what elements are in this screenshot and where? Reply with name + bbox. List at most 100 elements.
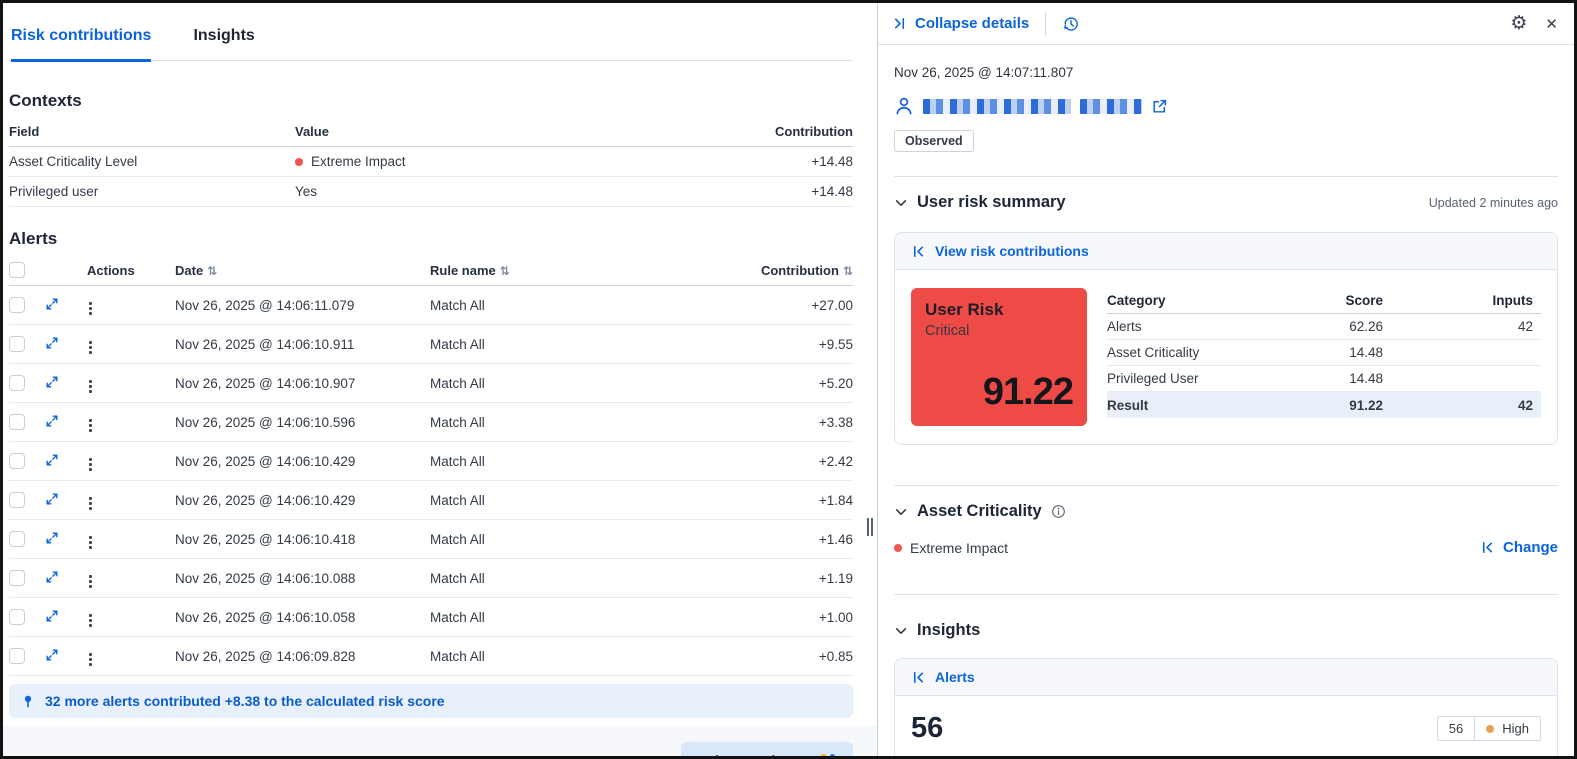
criticality-dot-icon — [295, 158, 303, 167]
divider — [894, 594, 1558, 595]
insights-alerts-link[interactable]: Alerts — [895, 659, 1557, 696]
gear-icon[interactable]: ⚙ — [1510, 13, 1528, 34]
collapse-details-button[interactable]: Collapse details — [892, 15, 1029, 32]
severity-level: High — [1474, 717, 1540, 740]
expand-alert-icon[interactable] — [45, 297, 59, 311]
row-checkbox[interactable] — [9, 492, 25, 508]
result-row: Result 91.22 42 — [1107, 392, 1541, 418]
chevron-down-icon[interactable] — [894, 505, 908, 519]
redacted-user-name — [1080, 98, 1142, 114]
alert-rule-name: Match All — [430, 324, 723, 364]
ai-assistant-logo-icon — [819, 754, 837, 756]
alerts-col-rule-name[interactable]: Rule name ⇅ — [430, 255, 723, 286]
alert-contribution: +1.19 — [723, 558, 853, 598]
chevron-down-icon[interactable] — [894, 196, 908, 210]
row-checkbox[interactable] — [9, 648, 25, 664]
alert-row: Nov 26, 2025 @ 14:06:10.058 Match All +1… — [9, 597, 853, 637]
contexts-title: Contexts — [9, 91, 82, 110]
row-actions-menu-icon[interactable] — [87, 300, 94, 317]
alert-rule-name: Match All — [430, 441, 723, 481]
contexts-col-value: Value — [295, 117, 723, 147]
table-row: Privileged user Yes +14.48 — [9, 176, 853, 207]
row-checkbox[interactable] — [9, 453, 25, 469]
asset-criticality-value-row: Extreme Impact Change — [894, 539, 1558, 556]
alert-date: Nov 26, 2025 @ 14:06:10.907 — [175, 363, 430, 403]
severity-count: 56 — [1448, 721, 1464, 736]
risk-contributions-panel: Risk contributions Insights Contexts Fie… — [3, 3, 877, 756]
alerts-col-contribution[interactable]: Contribution ⇅ — [723, 255, 853, 286]
row-actions-menu-icon[interactable] — [87, 339, 94, 356]
change-criticality-button[interactable]: Change — [1480, 539, 1558, 556]
row-actions-menu-icon[interactable] — [87, 534, 94, 551]
sort-icon[interactable]: ⇅ — [499, 263, 510, 278]
entity-details-panel: Collapse details ⚙ ✕ Nov 26, 2025 @ 14:0… — [877, 3, 1574, 756]
expand-alert-icon[interactable] — [45, 570, 59, 584]
row-checkbox[interactable] — [9, 414, 25, 430]
row-checkbox[interactable] — [9, 570, 25, 586]
alert-rule-name: Match All — [430, 285, 723, 325]
close-icon[interactable]: ✕ — [1545, 15, 1558, 33]
alerts-col-date[interactable]: Date ⇅ — [175, 255, 430, 286]
alert-contribution: +1.46 — [723, 519, 853, 559]
redacted-user-name — [923, 98, 1071, 114]
row-checkbox[interactable] — [9, 609, 25, 625]
arrow-start-icon — [911, 670, 926, 685]
row-checkbox[interactable] — [9, 531, 25, 547]
alert-rule-name: Match All — [430, 597, 723, 637]
info-icon[interactable] — [1051, 504, 1066, 519]
alert-row: Nov 26, 2025 @ 14:06:09.828 Match All +0… — [9, 636, 853, 676]
table-row: Asset Criticality 14.48 — [1107, 340, 1541, 366]
user-identity-row — [894, 96, 1558, 116]
row-checkbox[interactable] — [9, 297, 25, 313]
alert-contribution: +9.55 — [723, 324, 853, 364]
row-actions-menu-icon[interactable] — [87, 417, 94, 434]
expand-alert-icon[interactable] — [45, 453, 59, 467]
table-row: Alerts 62.26 42 — [1107, 314, 1541, 340]
alert-row: Nov 26, 2025 @ 14:06:10.907 Match All +5… — [9, 363, 853, 403]
table-row: Asset Criticality Level Extreme Impact +… — [9, 146, 853, 177]
row-actions-menu-icon[interactable] — [87, 495, 94, 512]
alert-rule-name: Match All — [430, 636, 723, 676]
expand-alert-icon[interactable] — [45, 609, 59, 623]
expand-alert-icon[interactable] — [45, 375, 59, 389]
alert-date: Nov 26, 2025 @ 14:06:10.088 — [175, 558, 430, 598]
user-risk-summary-title: User risk summary — [917, 193, 1066, 211]
row-checkbox[interactable] — [9, 336, 25, 352]
sort-icon[interactable]: ⇅ — [842, 263, 853, 278]
context-value: Yes — [295, 176, 723, 207]
alert-row: Nov 26, 2025 @ 14:06:10.418 Match All +1… — [9, 519, 853, 559]
expand-alert-icon[interactable] — [45, 414, 59, 428]
ask-ai-assistant-button[interactable]: Ask AI Assistant — [680, 742, 853, 756]
expand-alert-icon[interactable] — [45, 648, 59, 662]
external-link-icon[interactable] — [1151, 98, 1168, 115]
view-risk-contributions-link[interactable]: View risk contributions — [895, 233, 1557, 270]
left-tabs: Risk contributions Insights — [9, 27, 853, 62]
select-all-checkbox[interactable] — [9, 262, 25, 278]
row-actions-menu-icon[interactable] — [87, 612, 94, 629]
tab-insights[interactable]: Insights — [193, 27, 255, 44]
col-inputs: Inputs — [1492, 293, 1534, 308]
asset-criticality-title: Asset Criticality — [917, 502, 1042, 520]
row-actions-menu-icon[interactable] — [87, 378, 94, 395]
expand-alert-icon[interactable] — [45, 492, 59, 506]
panel-resize-handle[interactable] — [865, 518, 875, 538]
alert-contribution: +1.00 — [723, 597, 853, 637]
panel-footer: Ask AI Assistant — [3, 726, 877, 756]
tab-risk-contributions[interactable]: Risk contributions — [11, 27, 152, 62]
contexts-col-field: Field — [9, 117, 295, 147]
row-actions-menu-icon[interactable] — [87, 573, 94, 590]
history-icon[interactable] — [1062, 15, 1080, 33]
sort-icon[interactable]: ⇅ — [207, 263, 218, 278]
row-actions-menu-icon[interactable] — [87, 456, 94, 473]
expand-alert-icon[interactable] — [45, 531, 59, 545]
observed-badge: Observed — [894, 130, 974, 152]
alert-date: Nov 26, 2025 @ 14:06:11.079 — [175, 285, 430, 325]
chevron-down-icon[interactable] — [894, 624, 908, 638]
contexts-col-contribution: Contribution — [723, 117, 853, 147]
row-checkbox[interactable] — [9, 375, 25, 391]
row-actions-menu-icon[interactable] — [87, 651, 94, 668]
expand-alert-icon[interactable] — [45, 336, 59, 350]
insights-header: Insights — [894, 621, 1558, 640]
divider — [894, 485, 1558, 486]
